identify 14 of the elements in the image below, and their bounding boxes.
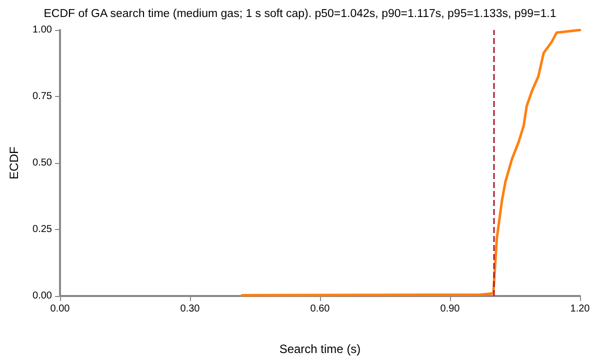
chart-title: ECDF of GA search time (medium gas; 1 s soft cap). p50=1.042s, p90=1.117s, p95=1.133s, p99=1.1 bbox=[44, 8, 556, 20]
line-series bbox=[240, 28, 582, 296]
y-tick-label: 0.75 bbox=[32, 91, 52, 102]
y-tick-label: 0.00 bbox=[32, 290, 52, 302]
x-axis-title: Search time (s) bbox=[279, 342, 361, 356]
x-tick-label: 0.90 bbox=[440, 304, 460, 314]
x-tick-label: 1.20 bbox=[570, 304, 590, 314]
y-axis-title: ECDF bbox=[7, 146, 21, 180]
y-tick-label: 1.00 bbox=[32, 24, 52, 36]
x-tick-label: 0.30 bbox=[180, 304, 200, 314]
y-tick-label: 0.25 bbox=[32, 224, 52, 235]
x-tick-label: 0.00 bbox=[50, 304, 70, 314]
x-tick-label: 0.60 bbox=[310, 304, 330, 314]
y-tick-label: 0.50 bbox=[32, 158, 52, 168]
